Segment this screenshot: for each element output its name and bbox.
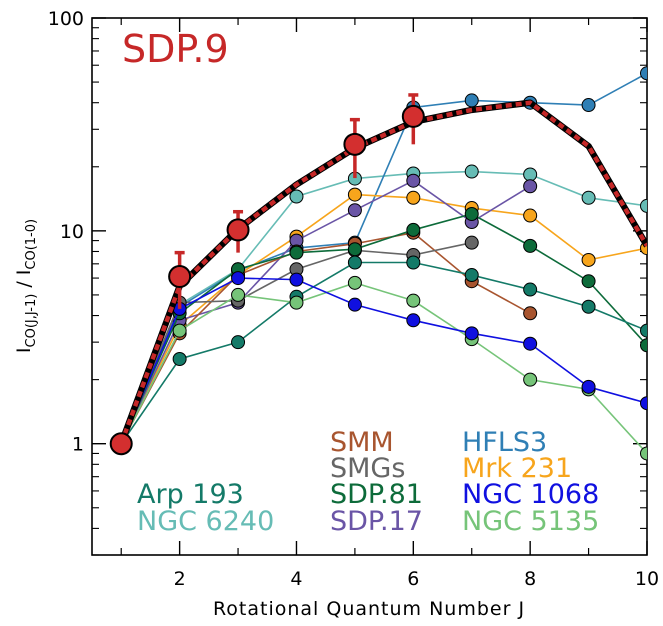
series-point <box>581 98 596 113</box>
y-tick-label: 1 <box>72 434 84 456</box>
series-point <box>523 238 538 253</box>
y-axis-label-sub-left: CO(J,J-1) <box>24 294 39 348</box>
x-tick-label: 2 <box>174 568 186 590</box>
series-line <box>120 179 531 445</box>
series-point <box>172 323 187 338</box>
series-point <box>581 379 596 394</box>
y-axis-label-main-left: I <box>13 347 35 353</box>
series-point <box>640 446 647 461</box>
series-point <box>231 287 246 302</box>
series-point <box>523 372 538 387</box>
x-axis-label: Rotational Quantum Number J <box>213 598 525 620</box>
series-point <box>347 297 362 312</box>
series-point <box>464 164 479 179</box>
sdp9-point <box>168 265 192 289</box>
legend-item-sdp-81: SDP.81 <box>330 479 423 510</box>
series-line <box>120 213 647 445</box>
y-tick-label: 10 <box>60 221 84 243</box>
series-point <box>406 255 421 270</box>
series-mrk-231 <box>120 187 647 445</box>
series-point <box>406 293 421 308</box>
series-point <box>464 326 479 341</box>
series-point <box>640 323 647 338</box>
series-point <box>640 198 647 213</box>
y-axis-label-sub-right: CO(1-0) <box>24 219 39 270</box>
series-point <box>172 352 187 367</box>
legend-item-smgs: SMGs <box>330 453 405 484</box>
series-point <box>464 206 479 221</box>
legend-item-hfls3: HFLS3 <box>462 427 547 458</box>
series-point <box>289 189 304 204</box>
legend-item-mrk-231: Mrk 231 <box>462 453 572 484</box>
series-point <box>347 255 362 270</box>
y-tick-label: 100 <box>48 8 84 30</box>
series-point <box>464 268 479 283</box>
series-point <box>640 338 647 353</box>
y-axis-label-sep: / <box>13 275 35 293</box>
series-point <box>640 66 647 81</box>
series-point <box>523 179 538 194</box>
series-point <box>523 208 538 223</box>
series-point <box>406 313 421 328</box>
legend-item-smm: SMM <box>330 427 394 458</box>
legend-item-sdp-17: SDP.17 <box>330 506 423 537</box>
series-point <box>347 187 362 202</box>
series-line <box>120 281 647 454</box>
chart-title: SDP.9 <box>122 27 229 71</box>
series-point <box>464 235 479 250</box>
series-point <box>231 271 246 286</box>
series-point <box>289 295 304 310</box>
x-tick-label: 4 <box>290 568 302 590</box>
series-layer <box>120 66 647 461</box>
series-sdp-81 <box>120 206 647 445</box>
legend-item-arp-193: Arp 193 <box>137 479 244 510</box>
series-point <box>523 282 538 297</box>
legend-item-ngc-1068: NGC 1068 <box>462 479 599 510</box>
sdp9-point <box>401 104 425 128</box>
series-point <box>406 222 421 237</box>
series-point <box>581 274 596 289</box>
sdp9-point <box>343 132 367 156</box>
series-point <box>523 167 538 182</box>
series-point <box>406 190 421 205</box>
sdp9-point <box>109 432 133 456</box>
series-line <box>120 277 647 445</box>
series-point <box>347 242 362 257</box>
sdp9-layer <box>109 93 647 456</box>
x-tick-label: 8 <box>524 568 536 590</box>
series-point <box>581 299 596 314</box>
legend: SMM HFLS3 SMGs Mrk 231 Arp 193 SDP.81 NGC 1068… <box>137 427 599 537</box>
legend-item-ngc-5135: NGC 5135 <box>462 506 599 537</box>
x-tick-label: 10 <box>635 568 659 590</box>
series-point <box>464 93 479 108</box>
series-point <box>523 306 538 321</box>
series-point <box>406 173 421 188</box>
legend-item-ngc-6240: NGC 6240 <box>137 506 274 537</box>
series-point <box>231 335 246 350</box>
sdp9-point <box>226 218 250 242</box>
y-axis-label: ICO(J,J-1) / ICO(1-0) <box>13 219 39 353</box>
series-point <box>347 275 362 290</box>
series-point <box>289 272 304 287</box>
series-ngc-5135 <box>120 275 647 461</box>
series-arp-193 <box>120 255 647 445</box>
plot-frame <box>91 17 648 556</box>
series-line <box>120 261 647 445</box>
series-point <box>581 190 596 205</box>
series-point <box>347 203 362 218</box>
x-tick-label: 6 <box>407 568 419 590</box>
sdp9-model-outline <box>118 99 647 445</box>
series-ngc-1068 <box>120 271 647 445</box>
series-point <box>640 396 647 411</box>
series-ngc-6240 <box>120 164 647 445</box>
series-point <box>289 245 304 260</box>
y-axis-label-main-right: I <box>13 270 35 276</box>
series-line <box>120 193 647 445</box>
series-line <box>120 72 647 445</box>
series-point <box>523 336 538 351</box>
axis-ticks: 2 4 6 8 10 1 10 100 <box>48 8 659 590</box>
series-point <box>581 252 596 267</box>
sdp9-model-line <box>119 100 647 445</box>
